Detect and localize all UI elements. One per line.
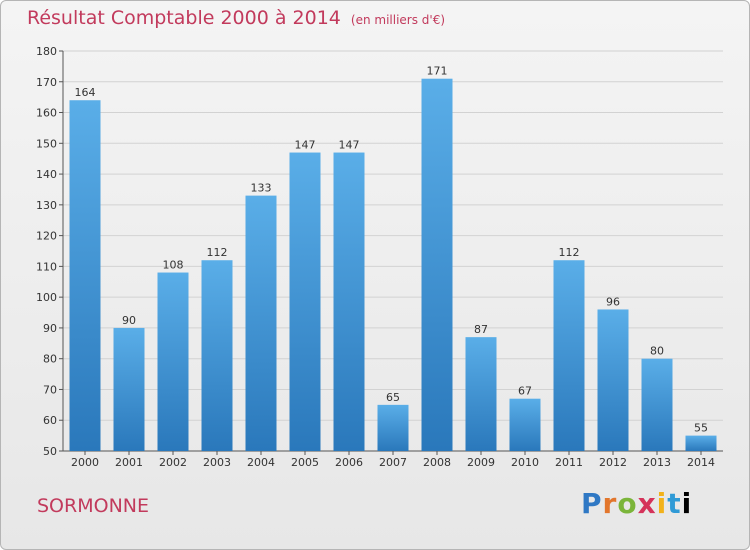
x-tick-label-2004: 2004 bbox=[247, 456, 275, 469]
data-label-2007: 65 bbox=[386, 391, 400, 404]
bars bbox=[69, 78, 717, 452]
data-label-2012: 96 bbox=[606, 295, 620, 308]
bar-2012 bbox=[597, 309, 629, 451]
x-tick-label-2009: 2009 bbox=[467, 456, 495, 469]
y-tick-label: 150 bbox=[36, 137, 57, 150]
data-label-2009: 87 bbox=[474, 323, 488, 336]
data-labels: 164 90 108 112 133 147 147 65 171 87 67 112 96 80 55 bbox=[75, 65, 709, 435]
data-label-2002: 108 bbox=[163, 259, 184, 272]
bar-2002 bbox=[157, 272, 189, 451]
data-label-2004: 133 bbox=[251, 182, 272, 195]
x-tick-label-2003: 2003 bbox=[203, 456, 231, 469]
bar-2008 bbox=[421, 78, 453, 451]
proxiti-logo: Proxiti bbox=[581, 487, 693, 520]
bar-2001 bbox=[113, 327, 145, 451]
x-tick-label-2014: 2014 bbox=[687, 456, 715, 469]
data-label-2008: 171 bbox=[427, 65, 448, 78]
bar-2005 bbox=[289, 152, 321, 452]
bar-2006 bbox=[333, 152, 365, 452]
bar-2011 bbox=[553, 260, 585, 451]
y-tick-label: 70 bbox=[43, 383, 57, 396]
bar-2013 bbox=[641, 358, 673, 451]
x-tick-label-2001: 2001 bbox=[115, 456, 143, 469]
x-tick-label-2010: 2010 bbox=[511, 456, 539, 469]
x-tick-label-2012: 2012 bbox=[599, 456, 627, 469]
y-tick-label: 100 bbox=[36, 291, 57, 304]
y-tick-label: 90 bbox=[43, 322, 57, 335]
x-tick-label-2002: 2002 bbox=[159, 456, 187, 469]
bar-2010 bbox=[509, 398, 541, 451]
y-tick-label: 160 bbox=[36, 107, 57, 120]
data-label-2011: 112 bbox=[559, 246, 580, 259]
y-tick-label: 180 bbox=[36, 45, 57, 58]
bar-2014 bbox=[685, 435, 717, 451]
x-tick-label-2008: 2008 bbox=[423, 456, 451, 469]
x-tick-label-2005: 2005 bbox=[291, 456, 319, 469]
y-tick-label: 130 bbox=[36, 199, 57, 212]
y-tick-label: 120 bbox=[36, 230, 57, 243]
data-label-2014: 55 bbox=[694, 422, 708, 435]
title-text: Résultat Comptable 2000 à 2014 bbox=[27, 7, 341, 29]
commune-name: SORMONNE bbox=[37, 495, 149, 517]
bar-2003 bbox=[201, 260, 233, 451]
data-label-2000: 164 bbox=[75, 86, 96, 99]
x-tick-label-2007: 2007 bbox=[379, 456, 407, 469]
y-tick-label: 140 bbox=[36, 168, 57, 181]
bar-2009 bbox=[465, 337, 497, 451]
bar-2004 bbox=[245, 195, 277, 451]
y-tick-label: 50 bbox=[43, 445, 57, 458]
data-label-2001: 90 bbox=[122, 314, 136, 327]
y-tick-label: 60 bbox=[43, 414, 57, 427]
y-tick-label: 80 bbox=[43, 353, 57, 366]
y-tick-label: 170 bbox=[36, 76, 57, 89]
x-tick-label-2013: 2013 bbox=[643, 456, 671, 469]
data-label-2010: 67 bbox=[518, 385, 532, 398]
data-label-2006: 147 bbox=[339, 139, 360, 152]
y-tick-label: 110 bbox=[36, 260, 57, 273]
chart-subtitle: (en milliers d'€) bbox=[350, 13, 446, 27]
data-label-2003: 112 bbox=[207, 246, 228, 259]
data-label-2013: 80 bbox=[650, 345, 664, 358]
x-tick-label-2006: 2006 bbox=[335, 456, 363, 469]
chart-title: Résultat Comptable 2000 à 2014 (en millie… bbox=[27, 7, 445, 29]
data-label-2005: 147 bbox=[295, 139, 316, 152]
bar-2000 bbox=[69, 100, 101, 451]
bar-2007 bbox=[377, 404, 409, 451]
x-tick-label-2011: 2011 bbox=[555, 456, 583, 469]
x-tick-label-2000: 2000 bbox=[71, 456, 99, 469]
